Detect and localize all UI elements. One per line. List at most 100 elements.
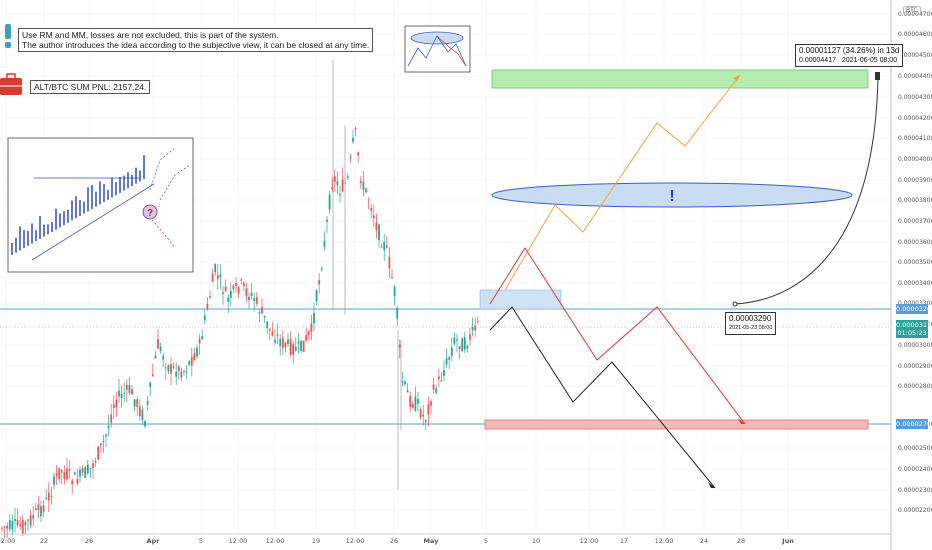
question-marker: ? bbox=[147, 208, 153, 219]
candle-body bbox=[21, 519, 24, 534]
candle-body bbox=[164, 367, 167, 369]
candle-body bbox=[349, 157, 352, 159]
candle-body bbox=[474, 325, 477, 331]
candle-body bbox=[461, 338, 464, 352]
candle-body bbox=[237, 287, 240, 294]
measure-end-date: 2021-06-05 08:00 bbox=[841, 57, 898, 64]
price-tick-label: 0.00003000 bbox=[898, 342, 932, 349]
candle-body bbox=[55, 473, 58, 477]
candle-body bbox=[159, 346, 162, 352]
stop-zone-red[interactable] bbox=[484, 419, 869, 430]
candle-body bbox=[261, 307, 263, 314]
candle-body bbox=[370, 207, 373, 211]
projection-arrow-black bbox=[708, 482, 715, 488]
candle-body bbox=[279, 338, 282, 347]
price-tick-label: 0.00003800 bbox=[898, 197, 932, 204]
candle-body bbox=[235, 282, 237, 287]
candle-body bbox=[406, 390, 409, 393]
candle-body bbox=[450, 347, 453, 356]
candle-body bbox=[352, 137, 354, 142]
price-tick-label: 0.00004200 bbox=[898, 115, 932, 122]
candle-body bbox=[63, 472, 66, 479]
candle-body bbox=[188, 361, 191, 365]
candle-body bbox=[391, 277, 393, 279]
candle-body bbox=[60, 470, 63, 473]
candle-body bbox=[245, 288, 248, 297]
exclamation-marker: ! bbox=[669, 188, 674, 205]
candle-body bbox=[292, 343, 295, 355]
currency-badge[interactable]: BTC bbox=[903, 6, 921, 15]
candle-body bbox=[248, 296, 250, 301]
target-zone-green[interactable] bbox=[491, 69, 869, 89]
candle-body bbox=[300, 340, 302, 351]
candle-body bbox=[471, 326, 474, 331]
entry-zone-blue[interactable] bbox=[479, 289, 562, 310]
candle-body bbox=[144, 421, 146, 427]
projection-path-orange[interactable] bbox=[504, 74, 741, 291]
candle-body bbox=[315, 290, 318, 302]
time-tick-label: 12:00 bbox=[346, 537, 365, 545]
measure-start-value: 0.00003290 bbox=[729, 314, 772, 323]
measure-curve[interactable] bbox=[734, 74, 879, 305]
candle-body bbox=[250, 292, 253, 297]
candle-body bbox=[274, 339, 276, 343]
candle-body bbox=[177, 366, 180, 372]
candle-body bbox=[307, 331, 310, 335]
candle-body bbox=[380, 246, 383, 248]
candle-body bbox=[320, 268, 323, 270]
measure-start-point[interactable] bbox=[732, 301, 738, 307]
candle-body bbox=[110, 414, 113, 423]
candle-body bbox=[120, 393, 123, 399]
candle-body bbox=[73, 472, 76, 475]
candle-body bbox=[448, 357, 451, 360]
candle-body bbox=[206, 303, 209, 309]
candle-body bbox=[453, 337, 456, 344]
candle-body bbox=[53, 476, 55, 485]
candle-body bbox=[19, 524, 22, 527]
candle-body bbox=[375, 222, 378, 230]
candle-body bbox=[6, 525, 9, 529]
candle-body bbox=[157, 339, 159, 349]
candle-body bbox=[297, 341, 300, 344]
price-axis[interactable]: 0.000047000.000046000.000045000.00004400… bbox=[898, 11, 932, 514]
resistance-ellipse[interactable] bbox=[491, 182, 853, 208]
price-tick-label: 0.00002800 bbox=[898, 383, 932, 390]
candle-body bbox=[214, 264, 217, 273]
candle-body bbox=[456, 339, 458, 341]
time-tick-label: Jun bbox=[781, 537, 794, 545]
time-axis[interactable]: 12:00 22 26 Apr 5 12:00 12:00 19 12:00 26 May 5 10 12… bbox=[0, 537, 794, 545]
info-icon[interactable] bbox=[5, 24, 11, 48]
price-tick-label: 0.00002300 bbox=[898, 487, 932, 494]
measure-start-date: 2021-05-23 08:00 bbox=[729, 325, 773, 331]
candle-body bbox=[133, 399, 136, 407]
time-tick-label: 17 bbox=[620, 537, 628, 545]
candle-body bbox=[419, 409, 422, 418]
candle-body bbox=[258, 311, 261, 314]
time-tick-label: 12:00 bbox=[0, 537, 15, 545]
candle-body bbox=[227, 297, 230, 302]
candle-body bbox=[365, 188, 367, 193]
projection-path-black[interactable] bbox=[489, 306, 716, 489]
candle-body bbox=[266, 321, 269, 328]
candle-body bbox=[3, 526, 6, 528]
time-tick-label: 26 bbox=[390, 537, 398, 545]
candle-body bbox=[333, 176, 336, 183]
candle-body bbox=[138, 406, 141, 417]
candle-body bbox=[211, 274, 214, 282]
candle-body bbox=[172, 366, 175, 368]
candle-body bbox=[167, 365, 170, 372]
measure-end-point[interactable] bbox=[875, 72, 880, 80]
price-tag-level-bottom: 0.00002700 bbox=[896, 419, 932, 429]
candle-body bbox=[128, 384, 131, 393]
candle-body bbox=[294, 346, 297, 351]
price-tick-label: 0.00002900 bbox=[898, 363, 932, 370]
projection-path-red[interactable] bbox=[489, 247, 746, 425]
candle-body bbox=[281, 337, 284, 348]
candle-body bbox=[466, 345, 469, 349]
candle-body bbox=[123, 392, 126, 394]
briefcase-icon[interactable] bbox=[0, 73, 22, 95]
candle-body bbox=[469, 334, 471, 340]
candle-body bbox=[68, 468, 71, 471]
candle-body bbox=[66, 468, 68, 480]
